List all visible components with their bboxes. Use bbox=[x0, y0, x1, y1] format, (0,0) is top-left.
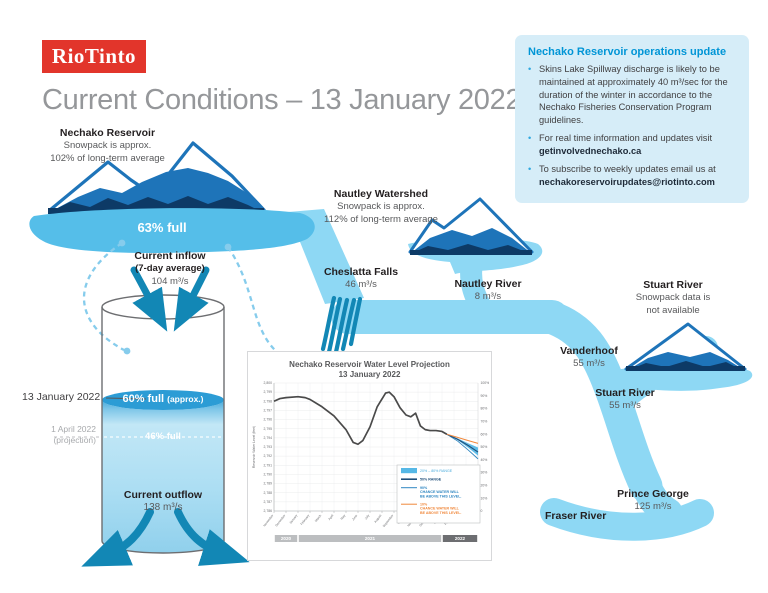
stuart-mountain-icon bbox=[624, 322, 747, 371]
y-left-tick: 2,792 bbox=[264, 454, 273, 458]
fan-line-50 bbox=[446, 433, 479, 453]
outflow-arrows bbox=[81, 508, 250, 567]
legend-label: 10% bbox=[420, 503, 428, 507]
x-tick-label: February bbox=[300, 513, 311, 526]
legend-swatch bbox=[401, 468, 417, 474]
y-left-tick: 2,793 bbox=[264, 445, 273, 449]
y-right-tick: 80% bbox=[481, 407, 488, 411]
x-tick-label: November bbox=[262, 514, 274, 528]
x-tick-label: August bbox=[373, 514, 382, 524]
legend-label: 20% – 80% RANGE bbox=[420, 469, 453, 473]
year-band bbox=[274, 535, 298, 542]
riotinto-logo: RioTinto bbox=[42, 40, 146, 73]
info-bullet: Skins Lake Spillway discharge is likely … bbox=[528, 63, 736, 127]
chart-title-line1: Nechako Reservoir Water Level Projection bbox=[289, 360, 450, 369]
y-left-tick: 2,786 bbox=[264, 509, 273, 513]
info-bullet: For real time information and updates vi… bbox=[528, 132, 736, 158]
y-axis-title: Reservoir Water Level (feet) bbox=[252, 426, 256, 468]
y-right-tick: 90% bbox=[481, 394, 488, 398]
chart-title: Nechako Reservoir Water Level Projection… bbox=[248, 360, 491, 381]
x-tick-label: April bbox=[327, 513, 334, 521]
x-tick-label: June bbox=[351, 513, 358, 521]
info-bullet-list: Skins Lake Spillway discharge is likely … bbox=[528, 63, 736, 188]
y-left-tick: 2,789 bbox=[264, 482, 273, 486]
y-left-tick: 2,800 bbox=[264, 381, 273, 385]
y-right-tick: 20% bbox=[481, 484, 488, 488]
year-band-label: 2020 bbox=[281, 536, 292, 541]
current-date-pointer bbox=[105, 397, 147, 400]
y-right-tick: 40% bbox=[481, 458, 488, 462]
reservoir-band bbox=[29, 208, 315, 253]
waterfall-icon bbox=[320, 295, 363, 355]
connector-dots bbox=[118, 239, 284, 359]
fan-band-20-80 bbox=[446, 434, 478, 456]
legend-box bbox=[396, 464, 481, 524]
y-left-tick: 2,788 bbox=[264, 491, 273, 495]
y-right-tick: 0 bbox=[481, 509, 483, 513]
y-left-tick: 2,795 bbox=[264, 427, 273, 431]
info-bullet: To subscribe to weekly updates email us … bbox=[528, 163, 736, 189]
x-tick-label: July bbox=[364, 513, 371, 520]
year-band-label: 2022 bbox=[455, 536, 466, 541]
legend-label: BE ABOVE THIS LEVEL. bbox=[420, 511, 461, 515]
y-left-tick: 2,796 bbox=[264, 418, 273, 422]
legend-label: CHANCE WATER WILL bbox=[420, 507, 460, 511]
stuart-water-band bbox=[604, 365, 753, 391]
nautley-mountain-icon bbox=[408, 197, 534, 255]
legend-label: CHANCE WATER WILL bbox=[420, 490, 460, 494]
fan-line-10 bbox=[446, 433, 479, 444]
x-tick-label: September bbox=[382, 514, 394, 528]
y-right-tick: 10% bbox=[481, 496, 488, 500]
dashed-connectors bbox=[82, 242, 279, 354]
nechako-mountain-icon bbox=[48, 141, 266, 214]
y-left-tick: 2,790 bbox=[264, 473, 273, 477]
y-right-tick: 70% bbox=[481, 420, 488, 424]
year-band-label: 2021 bbox=[365, 536, 376, 541]
x-tick-label: January bbox=[288, 513, 298, 524]
x-tick-label: March bbox=[314, 513, 323, 522]
year-band bbox=[442, 535, 478, 542]
legend-label: 50% RANGE bbox=[420, 478, 442, 482]
x-tick-label: December bbox=[274, 514, 286, 528]
water-level-chart: Nechako Reservoir Water Level Projection… bbox=[247, 351, 492, 561]
y-right-tick: 30% bbox=[481, 471, 488, 475]
y-left-tick: 2,797 bbox=[264, 409, 273, 413]
y-right-tick: 60% bbox=[481, 432, 488, 436]
y-right-tick: 100% bbox=[481, 381, 490, 385]
operations-update-box: Nechako Reservoir operations update Skin… bbox=[515, 35, 749, 204]
page-title: Current Conditions – 13 January 2022 bbox=[42, 84, 522, 116]
fan-line-90 bbox=[446, 433, 479, 460]
y-left-tick: 2,794 bbox=[264, 436, 273, 440]
legend-label: BE ABOVE THIS LEVEL. bbox=[420, 494, 461, 498]
legend-label: 90% bbox=[420, 486, 428, 490]
year-band bbox=[298, 535, 442, 542]
info-box-title: Nechako Reservoir operations update bbox=[528, 46, 727, 58]
reservoir-cylinder bbox=[101, 294, 225, 554]
inflow-arrows bbox=[130, 266, 210, 332]
historical-line bbox=[273, 391, 448, 446]
chart-title-line2: 13 January 2022 bbox=[338, 370, 401, 380]
chart-plot: 2,786 2,787 2,788 2,789 2,790 2,791 2,792 2,793… bbox=[252, 381, 490, 542]
x-tick-label: May bbox=[340, 513, 347, 520]
y-right-tick: 50% bbox=[481, 445, 488, 449]
y-left-tick: 2,799 bbox=[264, 390, 273, 394]
y-left-tick: 2,787 bbox=[264, 500, 273, 504]
y-left-tick: 2,798 bbox=[264, 399, 273, 403]
y-left-tick: 2,791 bbox=[264, 463, 273, 467]
